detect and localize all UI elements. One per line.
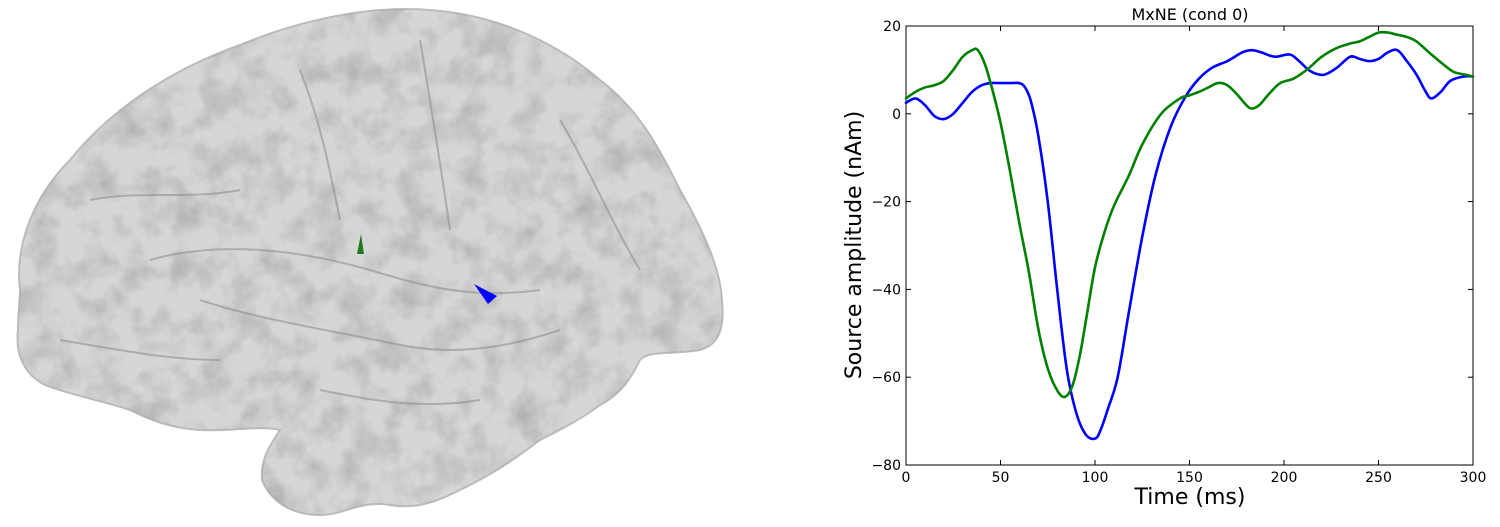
y-tick-label: 0 xyxy=(892,107,901,123)
series-line-0 xyxy=(904,48,1475,441)
y-tick-label: −80 xyxy=(871,458,901,474)
x-tick-label: 250 xyxy=(1365,470,1392,486)
x-axis: 0 50 100 150 200 250 300 xyxy=(902,26,1487,486)
x-tick-label: 0 xyxy=(902,470,911,486)
y-axis-label: Source amplitude (nAm) xyxy=(842,111,867,379)
dipole-marker-green xyxy=(357,234,364,254)
brain-surface-view xyxy=(0,0,740,523)
series-layer xyxy=(904,30,1475,441)
sulci-lines xyxy=(59,39,641,406)
line-chart: MxNE (cond 0) 200−20−40−60−80 0 50 100 150 2… xyxy=(842,5,1487,510)
x-tick-label: 200 xyxy=(1271,470,1298,486)
chart-panel: MxNE (cond 0) 20 0 −20 −40 −60 −80 0 50 100 150 2… xyxy=(740,0,1500,523)
x-tick-label: 300 xyxy=(1460,470,1487,486)
y-tick-label: 20 xyxy=(883,19,901,35)
cortex-surface xyxy=(16,8,724,517)
y-tick-label: −20 xyxy=(871,195,901,211)
y-tick-label: −60 xyxy=(871,370,901,386)
chart-title: MxNE (cond 0) xyxy=(1131,5,1248,24)
x-axis-label: Time (ms) xyxy=(1134,485,1246,510)
y-axis: 20 0 −20 −40 −60 −80 xyxy=(871,19,1473,474)
x-tick-label: 150 xyxy=(1176,470,1203,486)
x-tick-label: 100 xyxy=(1082,470,1109,486)
dipole-marker-blue xyxy=(474,284,497,304)
x-tick-label: 50 xyxy=(992,470,1010,486)
series-line-1 xyxy=(904,30,1475,399)
y-tick-label: −40 xyxy=(871,282,901,298)
cortex-shading xyxy=(17,9,723,515)
brain-render xyxy=(16,8,724,517)
